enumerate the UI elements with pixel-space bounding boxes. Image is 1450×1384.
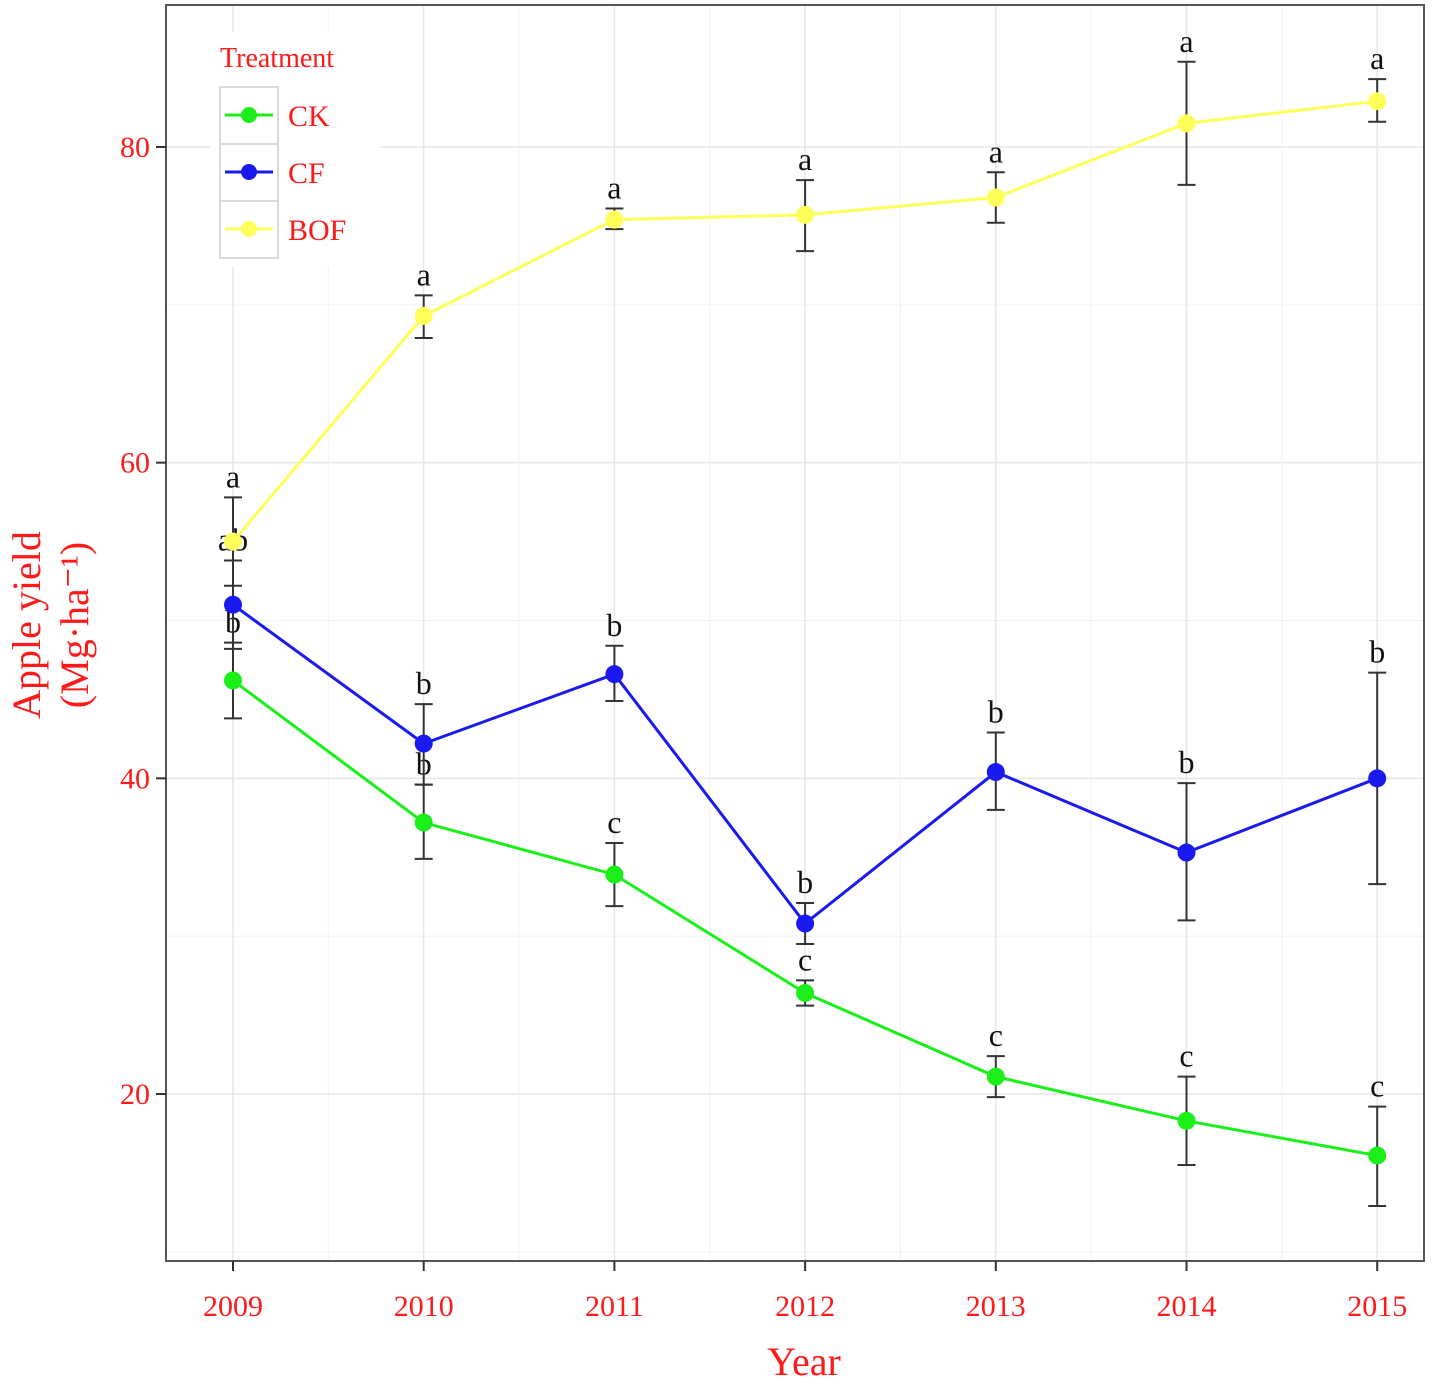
legend: Treatment CK CF BOF bbox=[210, 32, 380, 267]
legend-item-cf: CF bbox=[219, 143, 325, 202]
data-point bbox=[224, 671, 242, 690]
data-point bbox=[1177, 1111, 1196, 1130]
significance-label: b bbox=[416, 665, 432, 701]
x-tick-label: 2014 bbox=[1157, 1290, 1217, 1323]
plot-panel-border bbox=[165, 4, 1425, 1262]
x-tick-label: 2013 bbox=[966, 1290, 1026, 1323]
x-tick-label: 2012 bbox=[775, 1290, 835, 1323]
series-bof: a a a a a a a bbox=[224, 23, 1387, 587]
significance-label: c bbox=[1179, 1038, 1193, 1074]
significance-label: a bbox=[798, 141, 812, 177]
x-axis-title: Year bbox=[767, 1339, 841, 1384]
series-layer: bbcccccabbbbbbbaaaaaaa bbox=[218, 23, 1387, 1208]
legend-label: CF bbox=[288, 157, 325, 190]
data-point bbox=[986, 763, 1005, 782]
legend-key-point bbox=[241, 107, 257, 123]
data-point bbox=[414, 734, 433, 753]
series-cf: abbbbbbb bbox=[218, 522, 1387, 946]
legend-key-point bbox=[241, 164, 257, 180]
significance-label: b bbox=[1369, 634, 1385, 670]
data-point bbox=[1368, 92, 1387, 111]
x-tick-label: 2011 bbox=[585, 1290, 644, 1323]
data-point bbox=[414, 813, 433, 832]
data-point bbox=[796, 914, 815, 933]
y-axis-title-line1: Apple yield bbox=[4, 531, 49, 719]
data-point bbox=[1368, 769, 1387, 788]
y-axis: 20 40 60 80 bbox=[120, 131, 166, 1111]
significance-label: b bbox=[1179, 744, 1195, 780]
y-axis-title: Apple yield (Mg·ha⁻¹) bbox=[4, 531, 97, 719]
significance-label: a bbox=[607, 170, 621, 206]
legend-key-point bbox=[241, 221, 257, 237]
x-tick-label: 2015 bbox=[1347, 1290, 1407, 1323]
significance-label: a bbox=[989, 133, 1003, 169]
data-point bbox=[1177, 843, 1196, 862]
data-point bbox=[605, 865, 624, 884]
significance-label: b bbox=[606, 607, 622, 643]
data-point bbox=[796, 205, 815, 224]
significance-label: a bbox=[1179, 23, 1193, 59]
x-tick-label: 2009 bbox=[203, 1290, 263, 1323]
x-axis: 2009 2010 2011 2012 2013 2014 2015 bbox=[203, 1261, 1407, 1323]
data-point bbox=[1368, 1146, 1387, 1165]
significance-label: c bbox=[607, 804, 621, 840]
significance-label: b bbox=[797, 864, 813, 900]
legend-title: Treatment bbox=[220, 43, 334, 74]
significance-label: c bbox=[798, 941, 812, 977]
data-point bbox=[224, 595, 242, 614]
data-point bbox=[605, 210, 624, 229]
data-point bbox=[414, 306, 433, 325]
data-point bbox=[224, 532, 242, 551]
legend-item-bof: BOF bbox=[219, 200, 346, 259]
x-tick-label: 2010 bbox=[394, 1290, 454, 1323]
significance-label: a bbox=[417, 256, 431, 292]
significance-label: c bbox=[1370, 1068, 1384, 1104]
significance-label: b bbox=[988, 694, 1004, 730]
legend-item-ck: CK bbox=[219, 86, 330, 145]
y-tick-label: 60 bbox=[120, 447, 150, 480]
data-point bbox=[986, 188, 1005, 207]
legend-label: CK bbox=[288, 100, 330, 133]
y-tick-label: 40 bbox=[120, 762, 150, 795]
legend-label: BOF bbox=[288, 214, 346, 247]
legend-items: CK CF BOF bbox=[219, 86, 346, 259]
data-point bbox=[986, 1067, 1005, 1086]
data-point bbox=[605, 665, 624, 684]
grid bbox=[166, 5, 1424, 1261]
y-axis-title-line2: (Mg·ha⁻¹) bbox=[52, 542, 97, 708]
data-point bbox=[796, 983, 815, 1002]
significance-label: a bbox=[226, 458, 240, 494]
y-tick-label: 80 bbox=[120, 131, 150, 164]
y-tick-label: 20 bbox=[120, 1078, 150, 1111]
data-point bbox=[1177, 114, 1196, 133]
significance-label: a bbox=[1370, 40, 1384, 76]
significance-label: c bbox=[989, 1017, 1003, 1053]
